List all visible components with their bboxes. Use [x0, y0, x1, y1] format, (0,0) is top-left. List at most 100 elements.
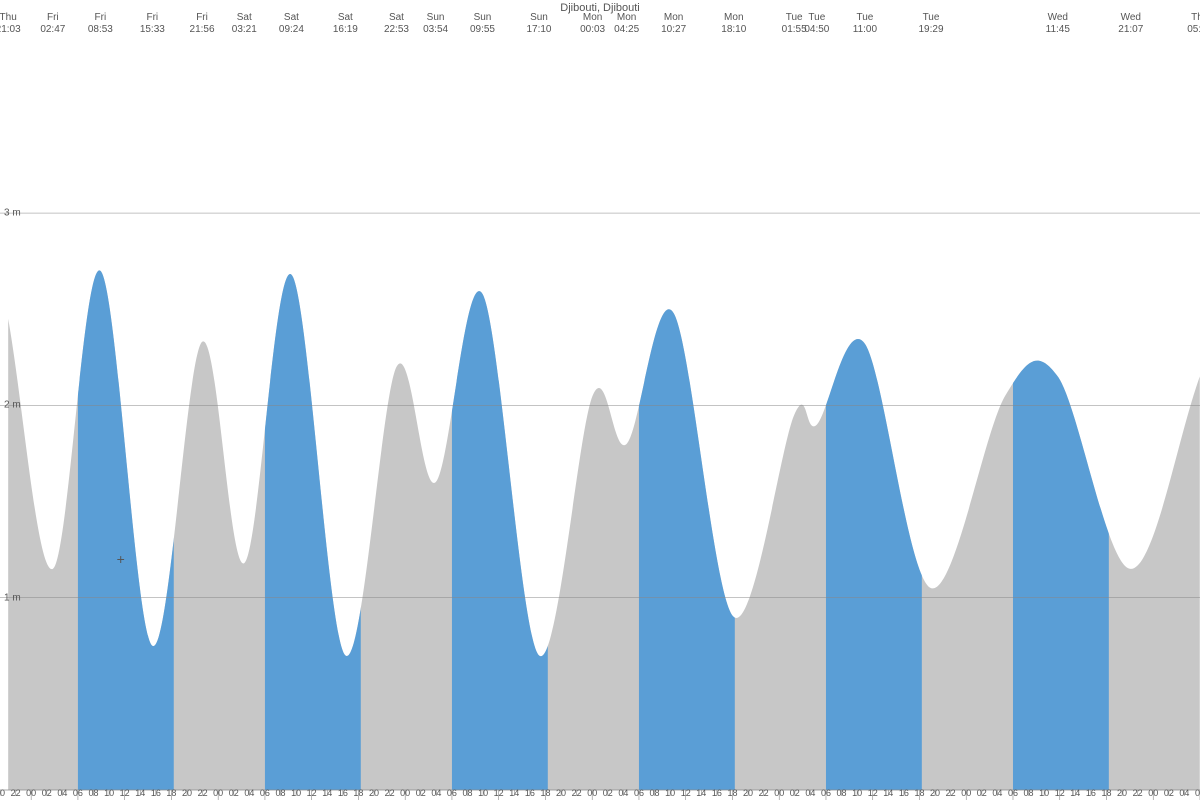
x-axis-tick-label: 08 — [276, 788, 286, 798]
x-axis-tick-label: 10 — [291, 788, 301, 798]
x-axis-tick-label: 08 — [88, 788, 98, 798]
chart-svg — [0, 0, 1200, 800]
x-axis-tick-label: 20 — [556, 788, 566, 798]
x-axis-tick-label: 18 — [166, 788, 176, 798]
x-axis-tick-label: 20 — [1117, 788, 1127, 798]
tide-event-label: Fri15:33 — [140, 12, 165, 36]
x-axis-tick-label: 20 — [743, 788, 753, 798]
x-axis-tick-label: 12 — [1055, 788, 1065, 798]
x-axis-tick-label: 22 — [759, 788, 769, 798]
x-axis-tick-label: 18 — [353, 788, 363, 798]
tide-event-label: Wed21:07 — [1118, 12, 1143, 36]
y-axis-tick-label: 3 m — [4, 208, 21, 219]
tide-event-label: Sat16:19 — [333, 12, 358, 36]
tide-event-label: Sun03:54 — [423, 12, 448, 36]
x-axis-tick-label: 00 — [774, 788, 784, 798]
tide-event-label: Sun09:55 — [470, 12, 495, 36]
x-axis-tick-label: 10 — [852, 788, 862, 798]
x-axis-tick-label: 14 — [322, 788, 332, 798]
x-axis-tick-label: 06 — [1195, 788, 1200, 798]
x-axis-tick-label: 12 — [307, 788, 317, 798]
y-axis-tick-label: 2 m — [4, 400, 21, 411]
x-axis-tick-label: 08 — [837, 788, 847, 798]
x-axis-tick-label: 16 — [525, 788, 535, 798]
x-axis-tick-label: 06 — [821, 788, 831, 798]
x-axis-tick-label: 14 — [1070, 788, 1080, 798]
x-axis-tick-label: 10 — [104, 788, 114, 798]
tide-event-label: Sat22:53 — [384, 12, 409, 36]
x-axis-tick-label: 08 — [1024, 788, 1034, 798]
x-axis-tick-label: 14 — [135, 788, 145, 798]
x-axis-tick-label: 16 — [338, 788, 348, 798]
x-axis-tick-label: 04 — [805, 788, 815, 798]
x-axis-tick-label: 22 — [385, 788, 395, 798]
tide-event-label: Fri02:47 — [40, 12, 65, 36]
x-axis-tick-label: 18 — [727, 788, 737, 798]
x-axis-tick-label: 16 — [151, 788, 161, 798]
x-axis-tick-label: 06 — [634, 788, 644, 798]
y-axis-tick-label: 1 m — [4, 592, 21, 603]
tide-event-label: Mon00:03 — [580, 12, 605, 36]
x-axis-tick-label: 00 — [213, 788, 223, 798]
x-axis-tick-label: 06 — [260, 788, 270, 798]
x-axis-tick-label: 20 — [930, 788, 940, 798]
tide-event-label: Fri08:53 — [88, 12, 113, 36]
x-axis-tick-label: 22 — [1133, 788, 1143, 798]
x-axis-tick-label: 02 — [229, 788, 239, 798]
x-axis-tick-label: 14 — [883, 788, 893, 798]
x-axis-tick-label: 16 — [899, 788, 909, 798]
crosshair-marker: + — [117, 551, 125, 567]
x-axis-tick-label: 18 — [540, 788, 550, 798]
x-axis-tick-label: 14 — [509, 788, 519, 798]
tide-event-label: Thu21:03 — [0, 12, 21, 36]
tide-chart: Djibouti, Djibouti Thu21:03Fri02:47Fri08… — [0, 0, 1200, 800]
x-axis-tick-label: 22 — [572, 788, 582, 798]
x-axis-tick-label: 08 — [463, 788, 473, 798]
tide-event-label: Thu05:58 — [1187, 12, 1200, 36]
x-axis-tick-label: 16 — [1086, 788, 1096, 798]
tide-event-label: Mon18:10 — [721, 12, 746, 36]
tide-event-label: Sat09:24 — [279, 12, 304, 36]
x-axis-tick-label: 00 — [587, 788, 597, 798]
tide-event-label: Mon04:25 — [614, 12, 639, 36]
header-row: Thu21:03Fri02:47Fri08:53Fri15:33Fri21:56… — [0, 12, 1200, 40]
x-axis-tick-label: 18 — [1101, 788, 1111, 798]
x-axis-tick-label: 02 — [1164, 788, 1174, 798]
x-axis-tick-label: 00 — [400, 788, 410, 798]
x-axis-tick-label: 12 — [120, 788, 130, 798]
tide-event-label: Sun17:10 — [526, 12, 551, 36]
x-axis-tick-label: 04 — [431, 788, 441, 798]
x-axis-tick-label: 22 — [946, 788, 956, 798]
x-axis-tick-label: 22 — [198, 788, 208, 798]
x-axis-tick-label: 12 — [868, 788, 878, 798]
tide-event-label: Tue01:55 — [782, 12, 807, 36]
x-axis-tick-label: 12 — [494, 788, 504, 798]
x-axis-tick-label: 02 — [977, 788, 987, 798]
x-axis-tick-label: 02 — [42, 788, 52, 798]
x-axis-tick-label: 02 — [416, 788, 426, 798]
tide-event-label: Tue19:29 — [918, 12, 943, 36]
x-axis-tick-label: 06 — [447, 788, 457, 798]
x-axis-tick-label: 04 — [57, 788, 67, 798]
x-axis-tick-label: 18 — [914, 788, 924, 798]
tide-event-label: Tue11:00 — [853, 12, 877, 36]
x-axis-tick-label: 12 — [681, 788, 691, 798]
x-axis-tick-label: 06 — [73, 788, 83, 798]
x-axis-tick-label: 04 — [618, 788, 628, 798]
x-axis-tick-label: 10 — [1039, 788, 1049, 798]
x-axis-tick-label: 14 — [696, 788, 706, 798]
x-axis-tick-label: 00 — [26, 788, 36, 798]
x-axis-tick-label: 20 — [0, 788, 5, 798]
x-axis-tick-label: 16 — [712, 788, 722, 798]
x-axis-tick-label: 06 — [1008, 788, 1018, 798]
x-axis-tick-label: 00 — [961, 788, 971, 798]
x-axis-tick-label: 10 — [665, 788, 675, 798]
x-axis-tick-label: 20 — [182, 788, 192, 798]
x-axis-tick-label: 08 — [650, 788, 660, 798]
tide-event-label: Wed11:45 — [1046, 12, 1070, 36]
tide-event-label: Mon10:27 — [661, 12, 686, 36]
x-axis-tick-label: 02 — [790, 788, 800, 798]
tide-event-label: Sat03:21 — [232, 12, 257, 36]
x-axis-tick-label: 00 — [1148, 788, 1158, 798]
x-axis-tick-label: 20 — [369, 788, 379, 798]
